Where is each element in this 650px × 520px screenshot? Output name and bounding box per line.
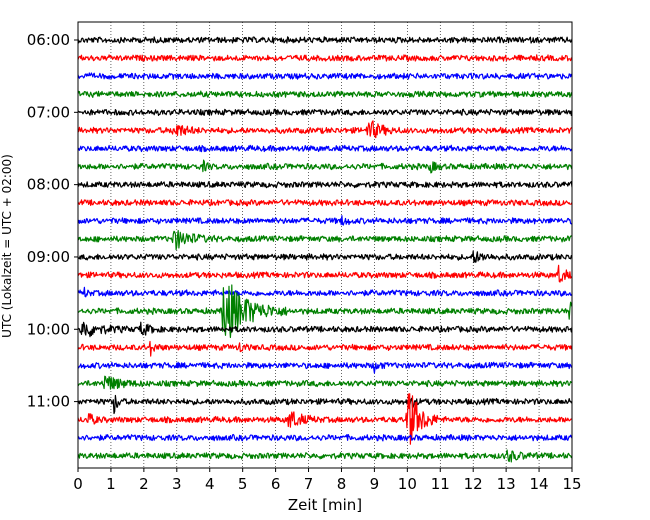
- trace-line: [78, 108, 572, 116]
- trace-line: [78, 393, 572, 445]
- x-axis-ticks: 0 1 2 3 4 5 6 7 8 9 10 11 12 13 14 15: [73, 468, 582, 493]
- x-tick-label: 3: [172, 475, 182, 493]
- trace-line: [78, 90, 572, 98]
- trace-line: [78, 159, 572, 174]
- trace-line: [78, 230, 572, 251]
- trace-line: [78, 449, 572, 463]
- y-tick-label: 06:00: [27, 31, 70, 49]
- trace-line: [78, 375, 572, 390]
- trace-line: [78, 433, 572, 442]
- y-axis-ticks: 06:00 07:00 08:00 09:00 10:00 11:00: [27, 31, 78, 411]
- y-tick-label: 08:00: [27, 176, 70, 194]
- x-tick-label: 13: [497, 475, 516, 493]
- trace-line: [78, 144, 572, 153]
- trace-line: [78, 340, 572, 357]
- y-tick-label: 09:00: [27, 248, 70, 266]
- trace-line: [78, 72, 572, 80]
- trace-lines: [78, 36, 572, 463]
- x-tick-label: 4: [205, 475, 215, 493]
- trace-line: [78, 215, 572, 226]
- trace-line: [78, 321, 572, 338]
- trace-line: [78, 54, 572, 62]
- y-tick-label: 07:00: [27, 103, 70, 121]
- x-tick-label: 11: [431, 475, 450, 493]
- y-axis-label: UTC (Lokalzeit = UTC + 02:00): [0, 154, 14, 338]
- trace-line: [78, 361, 572, 374]
- x-tick-label: 6: [271, 475, 281, 493]
- x-tick-label: 0: [73, 475, 83, 493]
- trace-line: [78, 286, 572, 298]
- plot-frame: [77, 21, 573, 469]
- x-tick-label: 1: [106, 475, 116, 493]
- trace-line: [78, 199, 572, 207]
- x-tick-label: 14: [530, 475, 549, 493]
- x-tick-label: 2: [139, 475, 149, 493]
- trace-line: [78, 181, 572, 189]
- trace-line: [78, 250, 572, 263]
- y-tick-label: 10:00: [27, 320, 70, 338]
- x-tick-label: 9: [370, 475, 380, 493]
- trace-line: [78, 394, 572, 415]
- trace-line: [78, 36, 572, 44]
- x-tick-label: 7: [304, 475, 314, 493]
- x-tick-label: 8: [337, 475, 347, 493]
- trace-line: [78, 264, 572, 283]
- x-tick-label: 12: [464, 475, 483, 493]
- x-axis-label: Zeit [min]: [288, 496, 362, 514]
- x-tick-label: 10: [398, 475, 417, 493]
- x-tick-label: 15: [562, 475, 581, 493]
- x-tick-label: 5: [238, 475, 248, 493]
- y-tick-label: 11:00: [27, 393, 70, 411]
- trace-line: [78, 284, 572, 339]
- trace-line: [78, 120, 572, 139]
